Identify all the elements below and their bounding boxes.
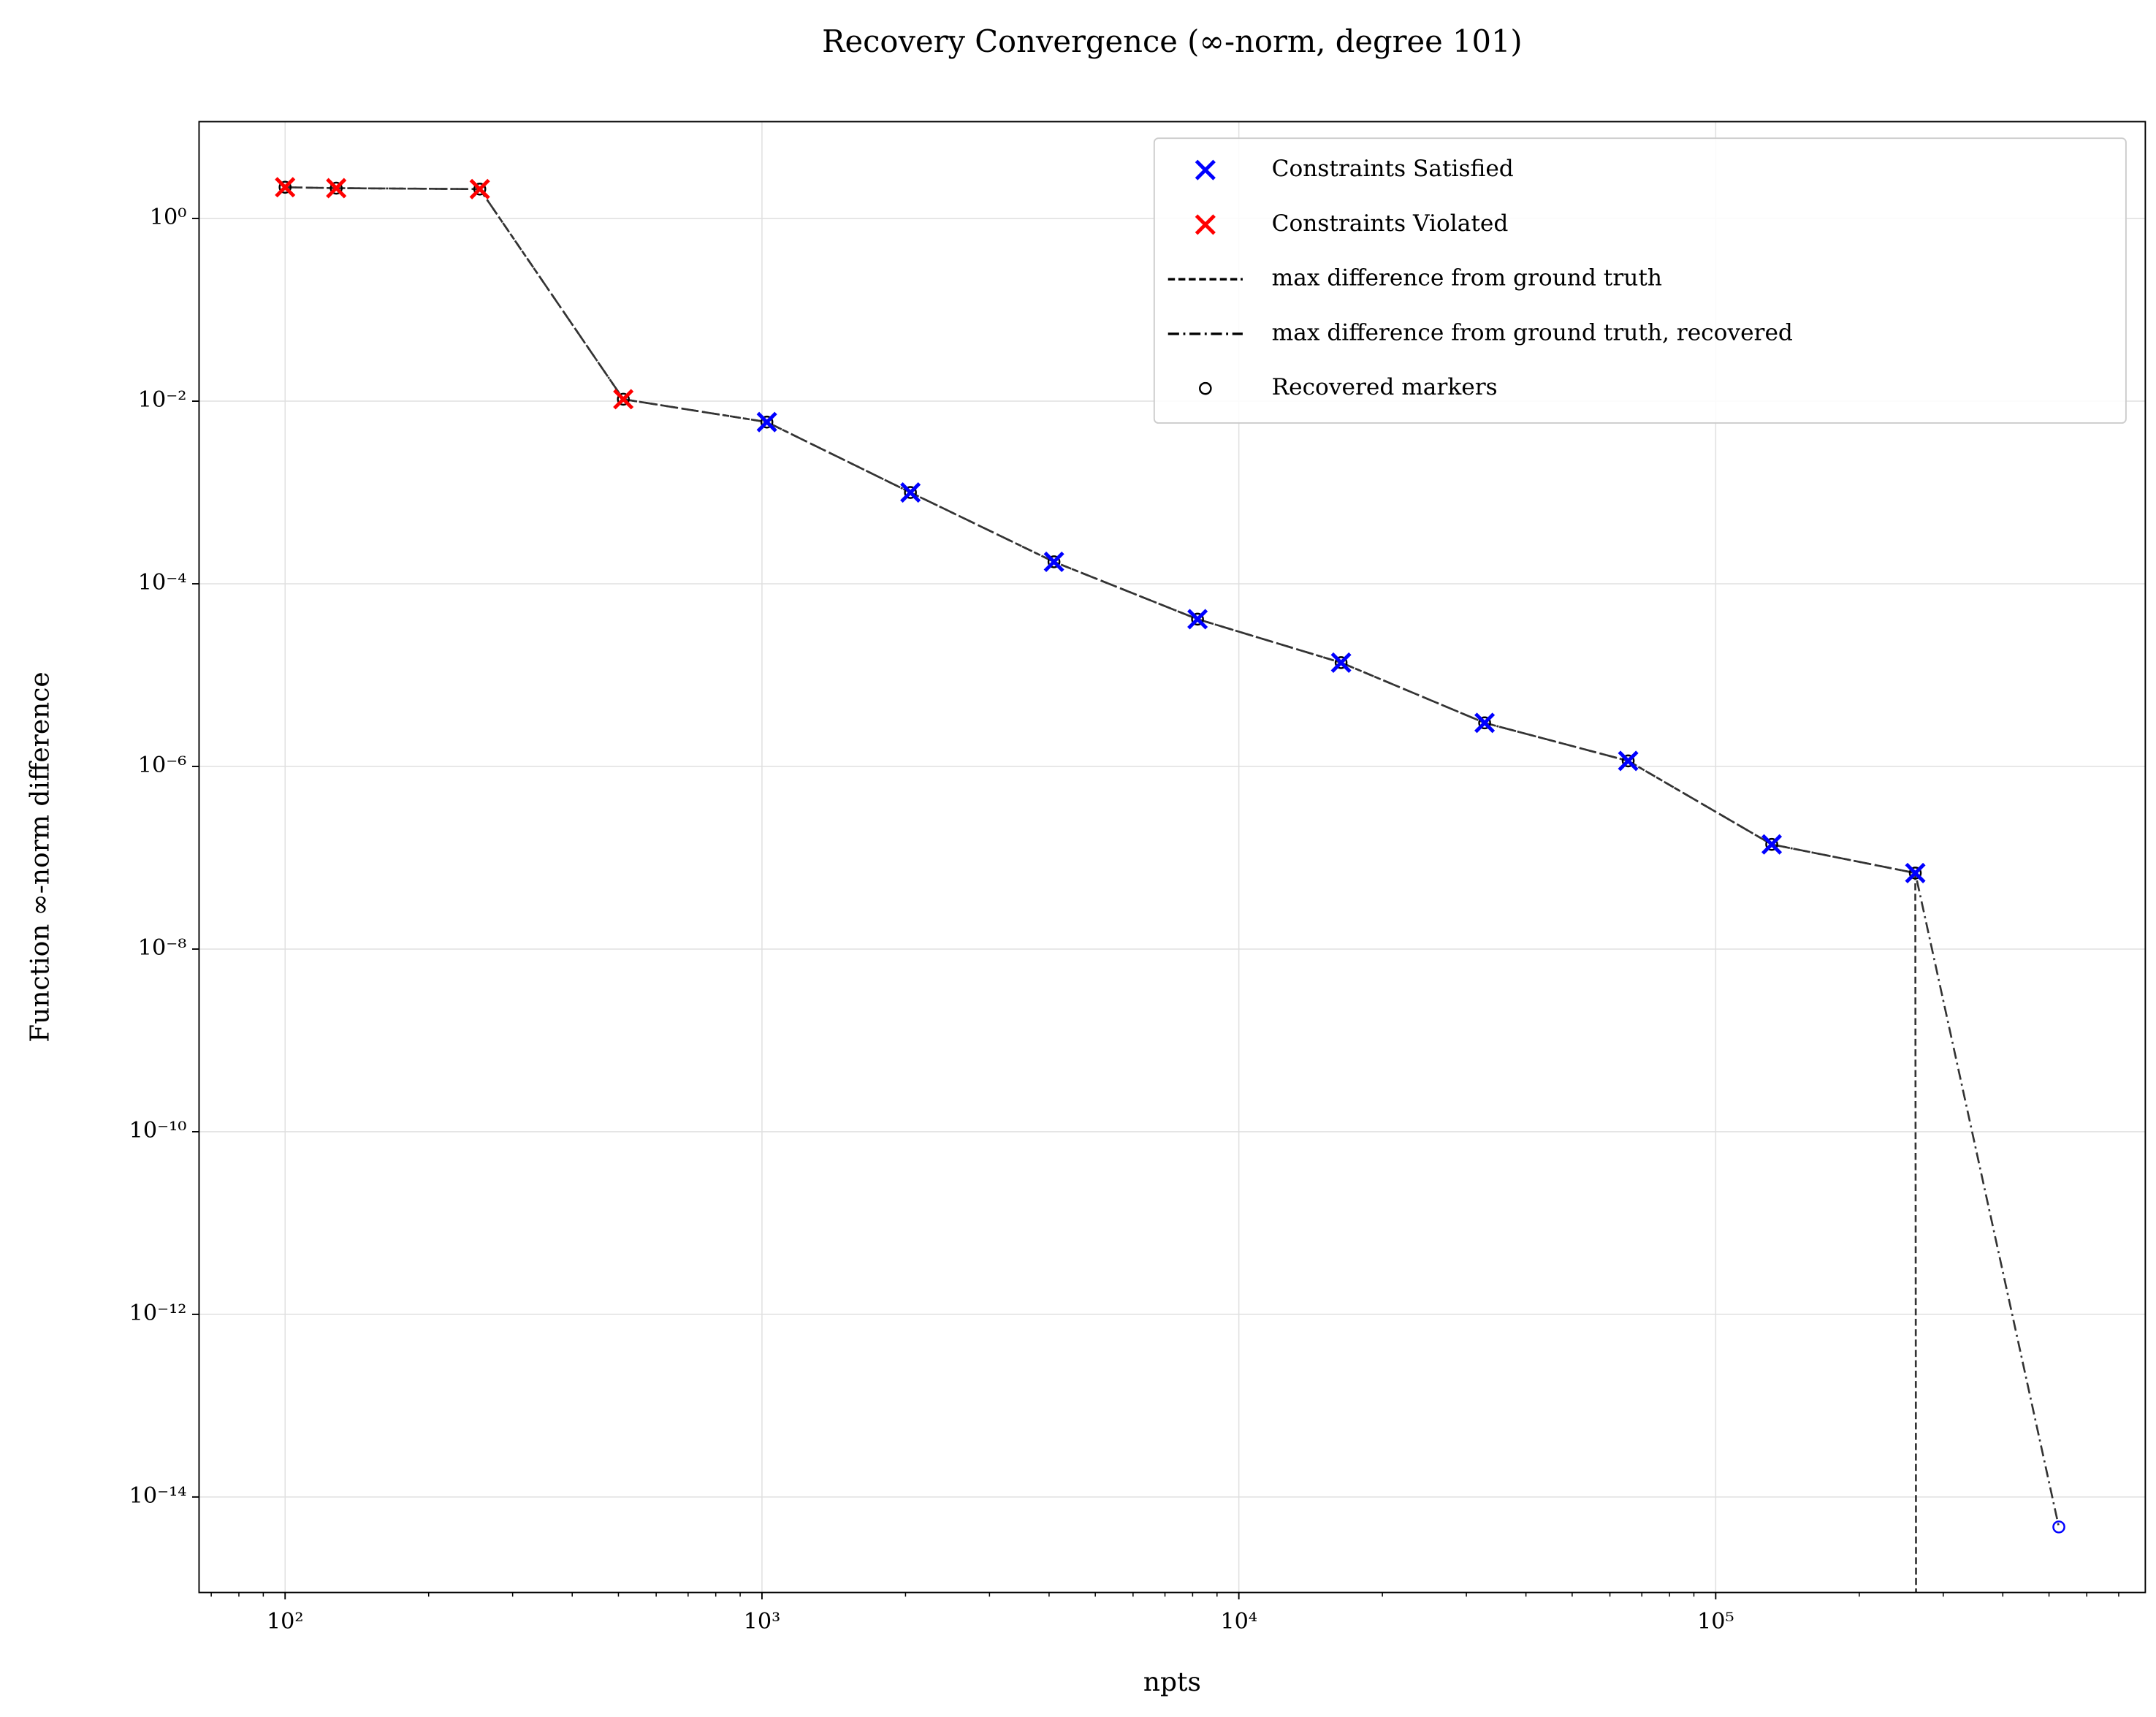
data-point [613, 389, 634, 410]
y-tick-label: 10⁻¹² [129, 1301, 187, 1326]
data-point [326, 178, 347, 199]
data-point [1047, 555, 1061, 568]
legend-marker [1195, 214, 1216, 235]
plot-area [275, 177, 2065, 1593]
x-tick-label: 10² [267, 1609, 304, 1634]
data-point [1330, 652, 1352, 673]
data-point [900, 481, 921, 503]
y-axis-label: Function ∞-norm difference [25, 671, 55, 1042]
data-point [1474, 712, 1496, 734]
legend-marker [1199, 381, 1212, 395]
y-tick-label: 10⁻² [138, 387, 187, 413]
legend: Constraints Satisfied Constraints Violate… [1153, 137, 2127, 424]
y-tick-label: 10⁻⁸ [138, 935, 187, 961]
data-point [2052, 1520, 2065, 1534]
data-point [1334, 656, 1348, 669]
x-tick-label: 10⁵ [1697, 1609, 1734, 1634]
data-point [1908, 867, 1922, 880]
data-point [756, 411, 777, 433]
y-tick-label: 10⁻¹⁴ [129, 1483, 187, 1509]
data-point [904, 486, 917, 499]
data-point [473, 182, 487, 196]
data-point [617, 392, 630, 406]
data-point [1621, 754, 1635, 768]
x-tick-label: 10³ [744, 1609, 781, 1634]
legend-label: max difference from ground truth, recove… [1272, 319, 1793, 346]
legend-label: max difference from ground truth [1272, 265, 1662, 292]
y-tick-label: 10⁻⁶ [138, 753, 187, 778]
data-point [760, 415, 774, 429]
data-point [1765, 837, 1778, 851]
legend-marker [1195, 159, 1216, 180]
data-point [275, 177, 296, 198]
legend-label: Recovered markers [1272, 374, 1498, 400]
plot-frame [198, 121, 2147, 1594]
legend-label: Constraints Violated [1272, 210, 1509, 237]
data-point [1761, 834, 1783, 855]
chart-body: Recovery Convergence (∞-norm, degree 101… [25, 23, 2147, 1697]
y-tick-label: 10⁻⁴ [138, 570, 187, 595]
x-tick-label: 10⁴ [1220, 1609, 1257, 1634]
y-tick-label: 10⁻¹⁰ [129, 1118, 187, 1143]
data-point [1191, 612, 1204, 626]
data-point [1043, 551, 1064, 572]
data-point [330, 181, 343, 195]
x-axis-label: npts [1143, 1667, 1201, 1697]
data-point [1187, 609, 1208, 630]
data-point [1478, 716, 1491, 730]
y-tick-label: 10⁰ [150, 205, 187, 230]
data-point [469, 178, 490, 199]
data-point [278, 180, 292, 194]
data-point [1905, 862, 1926, 883]
legend-label: Constraints Satisfied [1272, 156, 1514, 182]
legend-box [1153, 137, 2127, 424]
data-point [1618, 750, 1639, 772]
series-line [285, 186, 2060, 1528]
chart-title: Recovery Convergence (∞-norm, degree 101… [822, 23, 1523, 59]
